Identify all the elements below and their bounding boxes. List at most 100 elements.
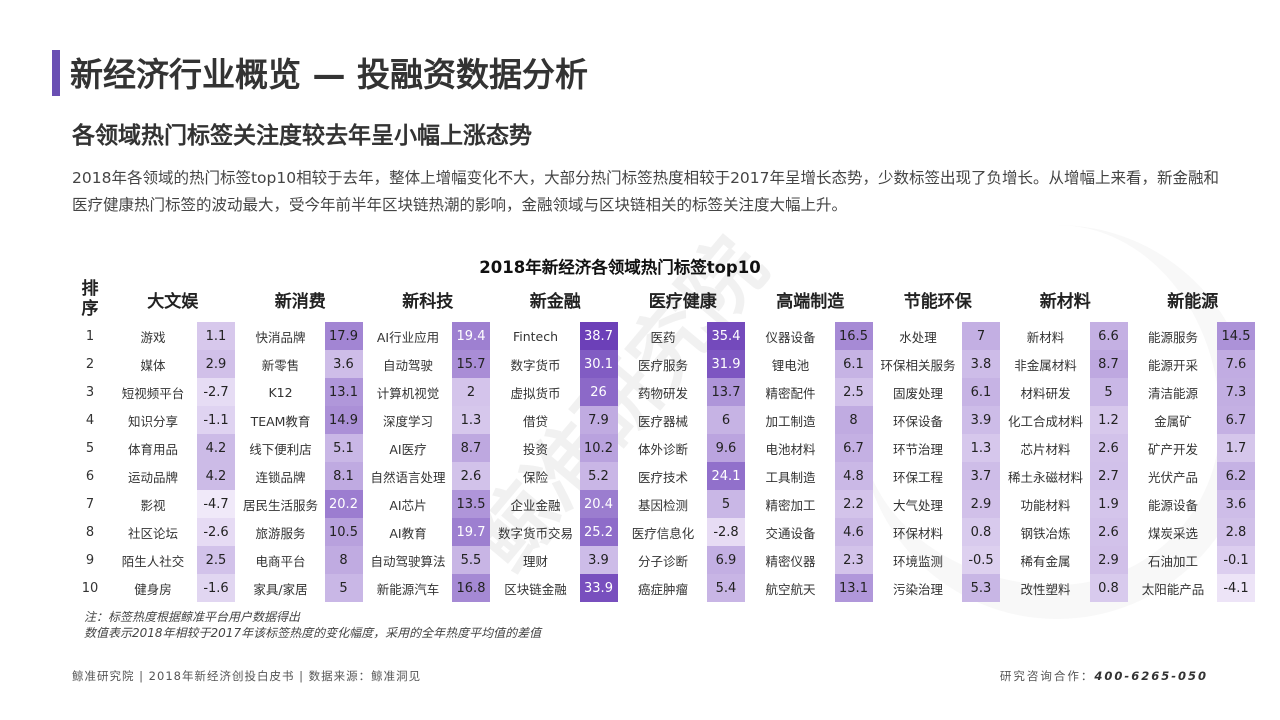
rank-cell: 10 [81, 580, 99, 596]
page-subtitle: 各领域热门标签关注度较去年呈小幅上涨态势 [72, 123, 532, 149]
tag-name-cell: 芯片材料 [1020, 441, 1071, 457]
heat-value-cell: 5 [324, 574, 363, 602]
heat-value-cell: 3.6 [1217, 490, 1255, 518]
note-line-1: 注：标签热度根据鲸准平台用户数据得出 [84, 610, 301, 624]
tag-name-cell: 环保相关服务 [880, 357, 956, 373]
heat-value-cell: 13.5 [452, 490, 490, 518]
tag-name-cell: 功能材料 [1020, 497, 1071, 513]
tag-name-cell: 太阳能产品 [1141, 581, 1205, 597]
tag-name-cell: 固废处理 [892, 385, 943, 401]
rank-cell: 6 [85, 468, 95, 484]
tag-name-cell: 改性塑料 [1020, 581, 1071, 597]
heat-value-cell: 3.9 [962, 406, 1000, 434]
heat-value-cell: 3.9 [579, 546, 618, 574]
heat-value-cell: 4.8 [834, 462, 873, 490]
heat-value-cell: 4.6 [834, 518, 873, 546]
footer-source: 鲸准研究院 | 2018年新经济创投白皮书 | 数据来源：鲸准洞见 [72, 669, 422, 683]
heat-value-cell: 2.7 [1089, 462, 1128, 490]
tag-name-cell: 基因检测 [637, 497, 688, 513]
tag-name-cell: 癌症肿瘤 [637, 581, 688, 597]
heat-value-cell: 5.5 [452, 546, 490, 574]
footer-contact-label: 研究咨询合作： [999, 669, 1095, 683]
heat-value-cell: 20.4 [579, 490, 618, 518]
heat-value-cell: 5.2 [579, 462, 618, 490]
notes: 注：标签热度根据鲸准平台用户数据得出 数值表示2018年相较于2017年该标签热… [84, 609, 541, 641]
table-row: 2 媒体 2.9 新零售 3.6 自动驾驶 15.7 数字货币 30.1 医疗服务 31.9 锂电池 6… [72, 350, 1255, 378]
tag-name-cell: 能源开采 [1147, 357, 1198, 373]
heat-value-cell: 8.7 [452, 434, 490, 462]
heat-value-cell: 3.7 [962, 462, 1000, 490]
tag-name-cell: 区块链金融 [504, 581, 567, 597]
heat-value-cell: 7.6 [1217, 350, 1255, 378]
tag-name-cell: 电池材料 [765, 441, 816, 457]
tag-name-cell: 家具/家居 [253, 581, 308, 597]
rank-cell: 4 [85, 412, 95, 428]
tag-name-cell: 金属矿 [1154, 413, 1192, 429]
tag-name-cell: 新能源汽车 [376, 581, 440, 597]
tag-name-cell: 能源服务 [1147, 329, 1198, 345]
tag-name-cell: AI芯片 [389, 497, 427, 513]
heat-value-cell: 31.9 [707, 350, 745, 378]
heat-value-cell: 7.9 [579, 406, 618, 434]
heat-value-cell: 1.1 [197, 322, 235, 350]
page-title: 新经济行业概览 — 投融资数据分析 [70, 55, 588, 94]
tag-name-cell: 体育用品 [127, 441, 178, 457]
tag-name-cell: 影视 [140, 497, 166, 513]
tag-name-cell: AI医疗 [389, 441, 427, 457]
rank-cell: 7 [85, 496, 95, 512]
heat-value-cell: 2.5 [834, 378, 873, 406]
heat-value-cell: 6.9 [707, 546, 745, 574]
domain-header: 大文娱 [147, 291, 199, 312]
tag-name-cell: 连锁品牌 [255, 469, 306, 485]
heat-value-cell: 2.6 [452, 462, 490, 490]
heat-value-cell: 35.4 [707, 322, 745, 350]
tag-name-cell: 矿产开发 [1147, 441, 1198, 457]
rank-cell: 5 [85, 440, 95, 456]
heat-value-cell: 6.7 [1217, 406, 1255, 434]
title-accent-bar [52, 50, 60, 96]
tag-name-cell: 虚拟货币 [510, 385, 561, 401]
tag-name-cell: 加工制造 [765, 413, 816, 429]
tag-name-cell: 环保设备 [892, 413, 943, 429]
tag-name-cell: 媒体 [140, 357, 166, 373]
tag-name-cell: 精密配件 [765, 385, 816, 401]
rank-header-line2: 序 [81, 299, 99, 319]
heat-value-cell: 6.6 [1089, 322, 1128, 350]
tag-name-cell: 深度学习 [382, 413, 433, 429]
tag-name-cell: 大气处理 [892, 497, 943, 513]
tag-name-cell: 清洁能源 [1147, 385, 1198, 401]
tag-name-cell: 数字货币 [510, 357, 561, 373]
rank-cell: 3 [85, 384, 95, 400]
domain-header: 新消费 [274, 291, 326, 312]
heat-value-cell: 1.3 [452, 406, 490, 434]
heat-value-cell: -2.6 [197, 518, 235, 546]
heat-value-cell: 1.9 [1089, 490, 1128, 518]
tag-name-cell: 石油加工 [1147, 553, 1198, 569]
tag-name-cell: 非金属材料 [1014, 357, 1077, 373]
tag-name-cell: 环境监测 [892, 553, 943, 569]
heat-value-cell: 2.9 [197, 350, 235, 378]
heat-value-cell: 33.9 [579, 574, 618, 602]
domain-header: 新科技 [402, 291, 454, 312]
tag-name-cell: 材料研发 [1020, 385, 1071, 401]
tag-name-cell: 医疗信息化 [631, 525, 695, 541]
heat-value-cell: 1.7 [1217, 434, 1255, 462]
tag-name-cell: 环节治理 [892, 441, 943, 457]
tag-name-cell: 体外诊断 [637, 441, 688, 457]
heat-value-cell: 3.8 [962, 350, 1000, 378]
tag-name-cell: 仪器设备 [765, 329, 816, 345]
tag-name-cell: 医疗技术 [637, 469, 688, 485]
tag-name-cell: 稀土永磁材料 [1007, 469, 1083, 485]
heat-value-cell: 16.5 [834, 322, 873, 350]
heat-value-cell: 5.4 [707, 574, 745, 602]
heat-value-cell: 2.9 [962, 490, 1000, 518]
tag-name-cell: 短视频平台 [121, 385, 185, 401]
heat-value-cell: 8.7 [1089, 350, 1128, 378]
tag-name-cell: 自动驾驶 [382, 357, 433, 373]
heat-value-cell: 14.9 [324, 406, 363, 434]
heat-value-cell: 6 [707, 406, 745, 434]
tag-name-cell: 化工合成材料 [1007, 413, 1083, 429]
table-row: 7 影视 -4.7 居民生活服务 20.2 AI芯片 13.5 企业金融 20.4 基因检测 5 精密… [72, 490, 1255, 518]
heat-value-cell: -2.7 [197, 378, 235, 406]
rank-header-line1: 排 [81, 279, 99, 299]
